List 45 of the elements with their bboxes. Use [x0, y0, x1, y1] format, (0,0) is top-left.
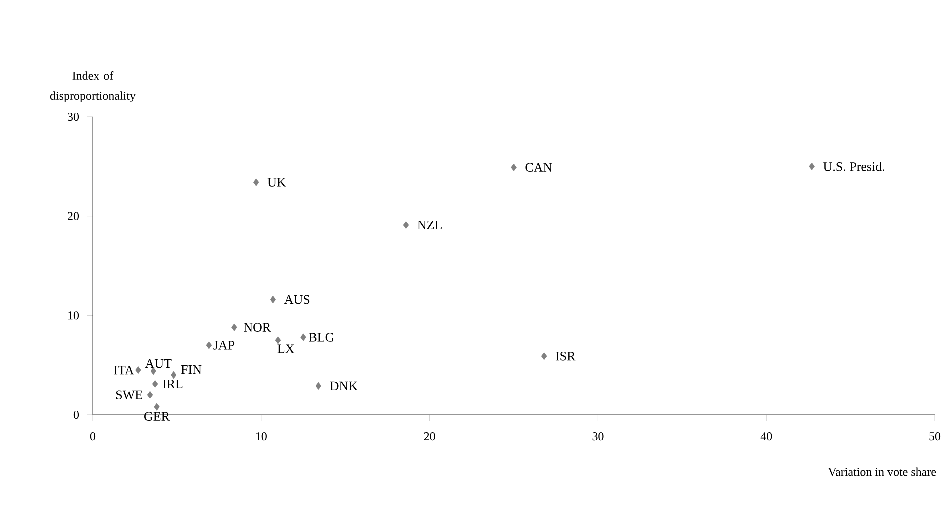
annotation: ITA: [114, 366, 134, 375]
point: [403, 221, 410, 230]
annotation: DNK: [330, 382, 358, 390]
x-axis-title: Variation in vote share: [828, 468, 936, 476]
point: [511, 164, 517, 172]
point: [152, 380, 158, 388]
annotation: CAN: [526, 163, 552, 172]
annotation: FIN: [181, 366, 202, 374]
annotation: JAP: [214, 341, 235, 350]
x-tick-label: 50: [930, 432, 941, 441]
x-tick-label: 40: [760, 432, 772, 441]
annotation: ISR: [556, 352, 576, 361]
annotation: AUT: [145, 359, 172, 368]
annotation: NOR: [244, 323, 272, 332]
point: [270, 296, 276, 304]
point: [154, 403, 160, 411]
x-tick-label: 30: [592, 432, 604, 441]
x-tick-label: 0: [90, 432, 96, 441]
y-tick-label: 10: [68, 312, 80, 320]
point: [170, 371, 177, 380]
point: [136, 366, 142, 374]
x-tick-label: 20: [424, 432, 436, 441]
y-tick-label: 20: [68, 212, 80, 220]
annotation: U.S. Presid.: [824, 162, 885, 172]
annotation: BLG: [309, 333, 334, 342]
annotation: AUS: [284, 295, 310, 304]
annotation: LX: [278, 344, 295, 354]
annotation: NZL: [418, 221, 442, 230]
point: [300, 334, 306, 342]
point: [275, 336, 282, 344]
point: [147, 391, 154, 399]
point: [253, 178, 260, 186]
y-axis-title: Index of disproportionality: [50, 71, 136, 103]
annotation: UK: [268, 178, 286, 187]
x-tick-label: 10: [256, 432, 267, 441]
point: [232, 324, 238, 332]
point: [316, 382, 322, 390]
annotation: SWE: [116, 390, 142, 400]
annotation: IRL: [162, 380, 183, 388]
point: [541, 352, 548, 360]
annotation: GER: [144, 412, 170, 421]
point: [206, 342, 212, 350]
point: [809, 162, 815, 170]
y-tick-label: 30: [68, 112, 80, 122]
y-tick-label: 0: [74, 410, 80, 420]
